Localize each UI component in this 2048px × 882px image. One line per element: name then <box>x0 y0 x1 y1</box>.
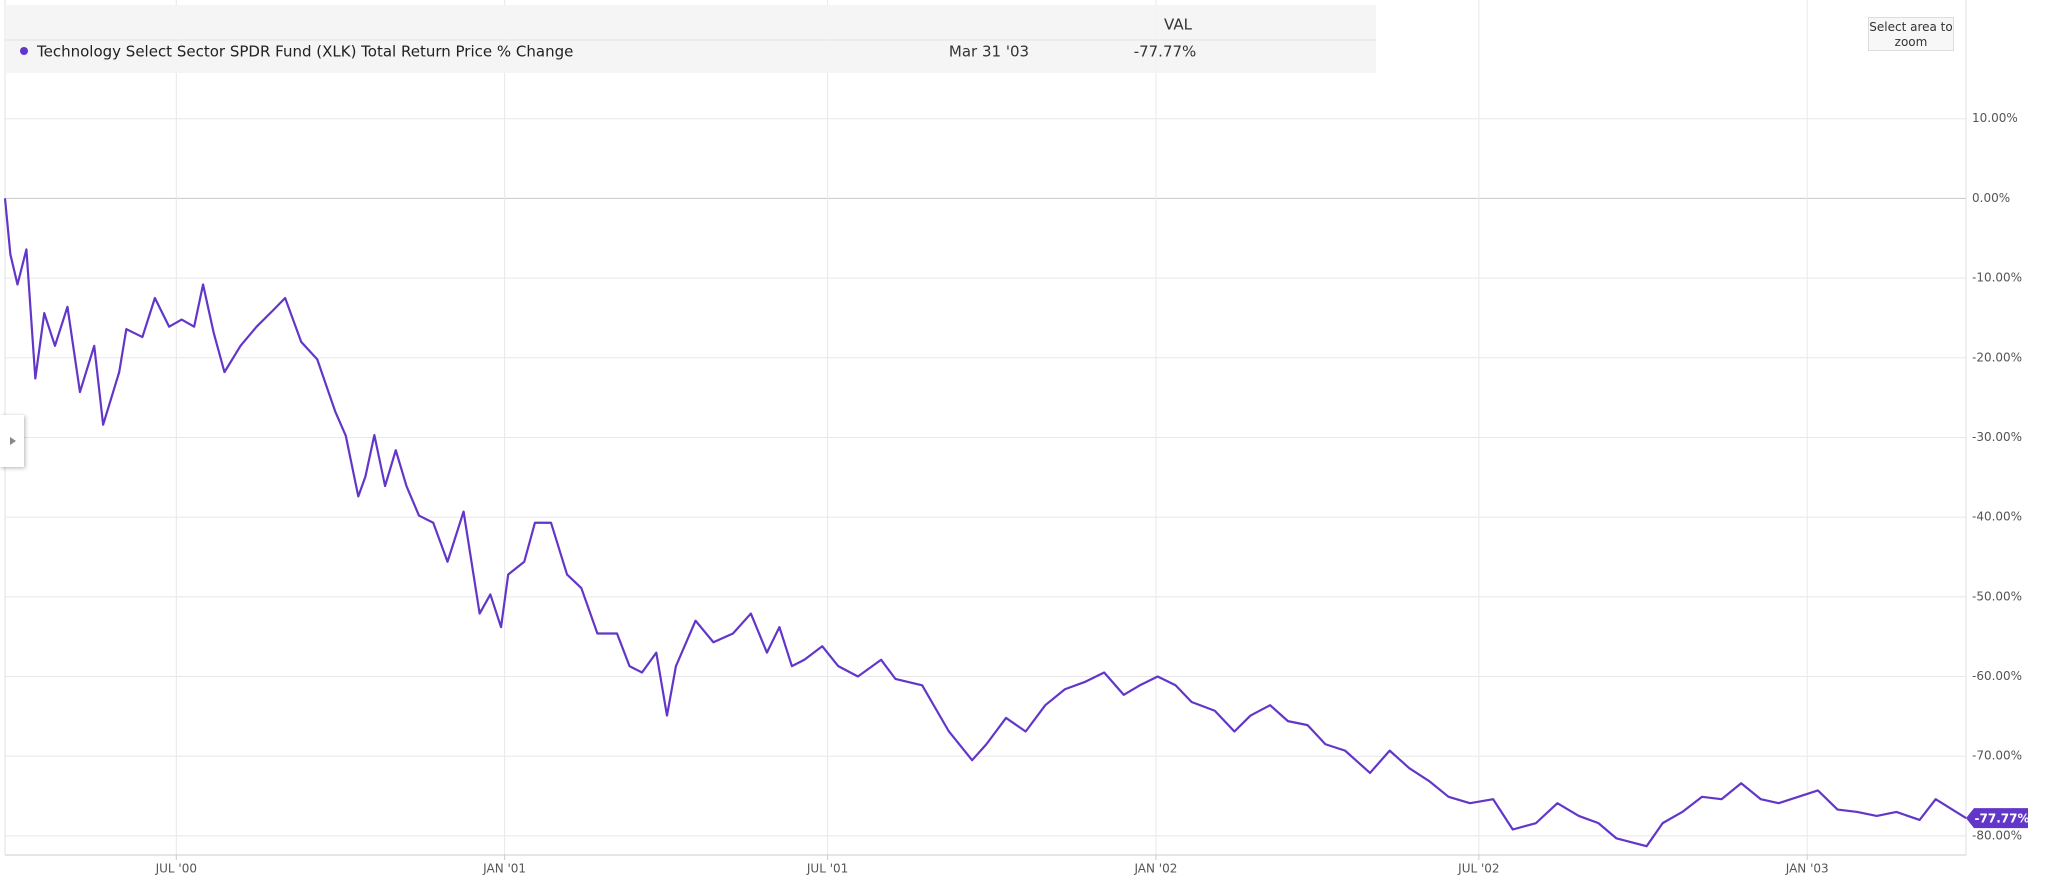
x-tick-label: JUL '01 <box>806 862 848 876</box>
y-tick-label: -40.00% <box>1972 510 2022 524</box>
y-tick-label: -80.00% <box>1972 828 2022 842</box>
y-tick-label: 10.00% <box>1972 111 2018 125</box>
tab-icon <box>10 437 16 445</box>
series-line <box>3 198 1967 848</box>
x-tick-label: JAN '03 <box>1785 862 1829 876</box>
y-tick-label: 0.00% <box>1972 191 2010 205</box>
column-header: VAL <box>1164 16 1193 34</box>
x-tick-label: JAN '01 <box>482 862 526 876</box>
x-tick-label: JAN '02 <box>1133 862 1177 876</box>
legend-panel <box>5 5 1376 73</box>
x-tick-label: JUL '02 <box>1457 862 1499 876</box>
legend-label: Technology Select Sector SPDR Fund (XLK)… <box>36 43 573 61</box>
legend-marker <box>20 47 28 55</box>
hover-value: -77.77% <box>1134 43 1197 61</box>
value-badge-label: -77.77% <box>1975 812 2030 826</box>
x-tick-label: JUL '00 <box>155 862 197 876</box>
hover-date: Mar 31 '03 <box>949 43 1029 61</box>
value-badge <box>1966 808 2028 829</box>
y-tick-label: -20.00% <box>1972 350 2022 364</box>
y-tick-label: -50.00% <box>1972 589 2022 603</box>
y-tick-label: -30.00% <box>1972 430 2022 444</box>
side-tab[interactable] <box>0 415 24 467</box>
zoom-button[interactable]: Select area to zoom <box>1868 17 1954 51</box>
y-tick-label: -10.00% <box>1972 271 2022 285</box>
y-tick-label: -60.00% <box>1972 669 2022 683</box>
y-tick-label: -70.00% <box>1972 749 2022 763</box>
